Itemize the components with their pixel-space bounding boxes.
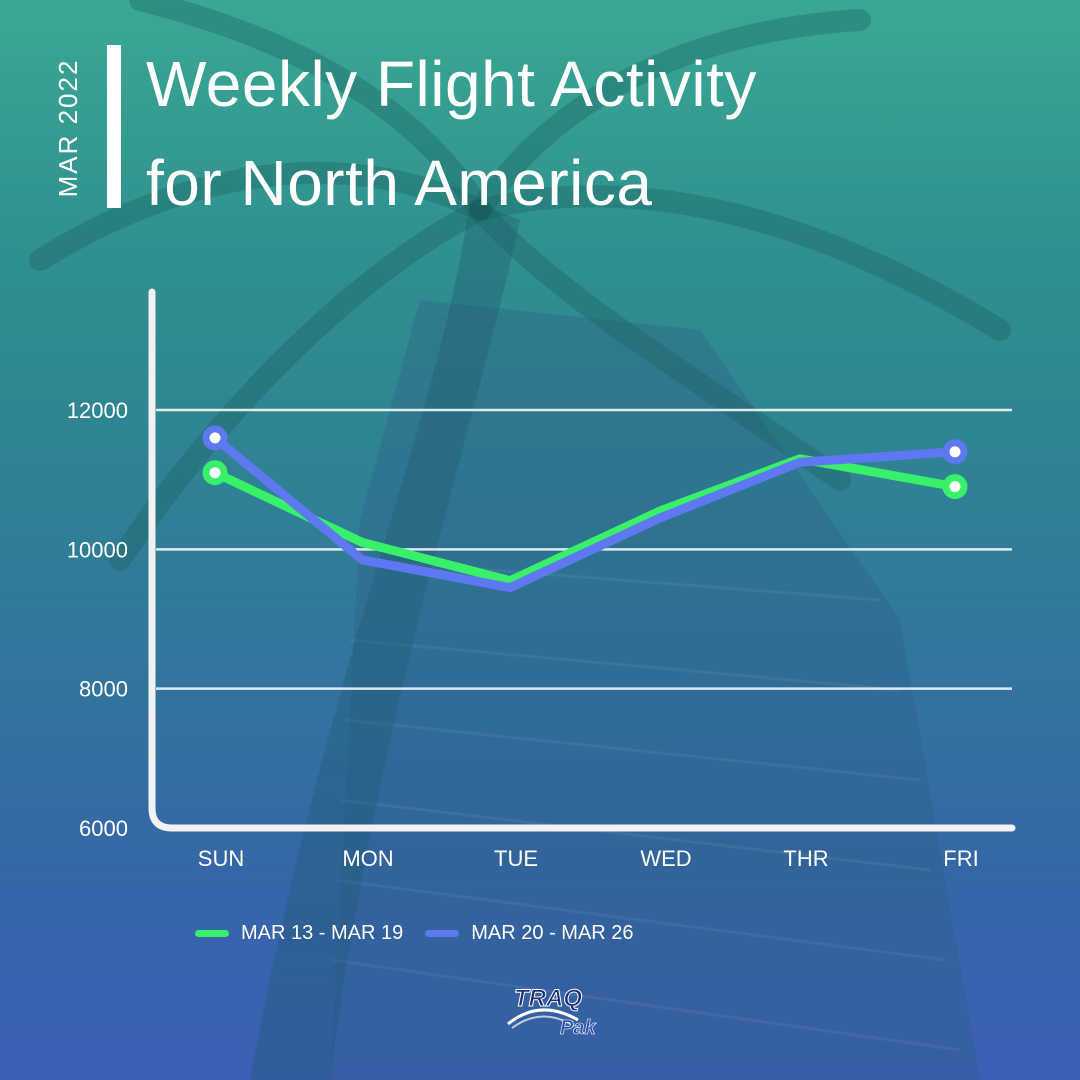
series-line-2 bbox=[210, 433, 960, 593]
legend: MAR 13 - MAR 19 MAR 20 - MAR 26 bbox=[195, 916, 656, 950]
x-tick-label-fri: FRI bbox=[943, 846, 978, 871]
y-axis-ticks: 6000 8000 10000 12000 bbox=[67, 398, 128, 841]
legend-label-series2: MAR 20 - MAR 26 bbox=[471, 921, 634, 944]
x-tick-label-wed: WED bbox=[640, 846, 691, 871]
title-accent-bar bbox=[107, 45, 121, 208]
legend-label-series1: MAR 13 - MAR 19 bbox=[241, 921, 404, 944]
y-tick-label: 12000 bbox=[67, 398, 128, 423]
legend-item-series1: MAR 13 - MAR 19 bbox=[195, 922, 403, 945]
series-endpoints bbox=[202, 425, 968, 500]
series-1-point-sun bbox=[202, 460, 228, 486]
x-axis-ticks: SUN MON TUE WED THR FRI bbox=[198, 846, 979, 871]
series-line-1 bbox=[210, 454, 960, 586]
y-tick-label: 8000 bbox=[79, 677, 128, 702]
page-title-line-2: for North America bbox=[146, 147, 653, 219]
traqpak-logo: TRAQ Pak bbox=[507, 985, 597, 1039]
series-1-point-fri bbox=[942, 474, 968, 500]
series-2-point-fri bbox=[942, 439, 968, 465]
x-tick-label-sun: SUN bbox=[198, 846, 244, 871]
legend-swatch-series1 bbox=[195, 929, 229, 937]
y-tick-label: 6000 bbox=[79, 816, 128, 841]
series-2-point-sun bbox=[202, 425, 228, 451]
logo-text-bottom: Pak bbox=[560, 1017, 596, 1039]
page-title-line-1: Weekly Flight Activity bbox=[146, 48, 757, 120]
legend-item-series2: MAR 20 - MAR 26 bbox=[425, 921, 634, 945]
y-tick-label: 10000 bbox=[67, 537, 128, 562]
series-lines bbox=[210, 433, 960, 593]
x-tick-label-mon: MON bbox=[342, 846, 393, 871]
logo-text-top: TRAQ bbox=[514, 985, 582, 1012]
chart-axes bbox=[148, 288, 1016, 832]
legend-swatch-series2 bbox=[425, 929, 460, 937]
x-tick-label-tue: TUE bbox=[494, 846, 538, 871]
x-tick-label-thr: THR bbox=[783, 846, 828, 871]
